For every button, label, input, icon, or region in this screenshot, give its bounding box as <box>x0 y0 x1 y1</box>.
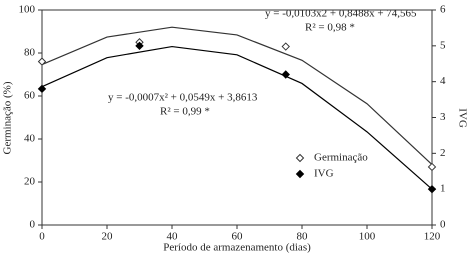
point <box>37 57 47 66</box>
x-tick-label: 120 <box>424 231 441 243</box>
y2-tick-label: 6 <box>440 4 446 16</box>
y2-tick-label: 1 <box>440 183 446 195</box>
fit-curve <box>41 45 433 190</box>
point <box>37 84 47 94</box>
y2-tick-label: 5 <box>440 39 446 51</box>
y2-tick-label: 4 <box>440 75 446 87</box>
x-tick-label: 40 <box>167 231 179 243</box>
plot-frame <box>41 9 433 226</box>
point <box>281 42 290 51</box>
x-tick-label: 80 <box>297 231 309 243</box>
x-tick-label: 0 <box>39 231 45 243</box>
annotation: y = -0,0007x² + 0,0549x + 3,8613 <box>108 92 258 104</box>
legend-label: IVG <box>314 168 334 180</box>
y-tick-label: 60 <box>24 90 36 102</box>
x-tick-label: 60 <box>232 231 244 243</box>
point <box>135 41 144 51</box>
annotation: R² = 0,99 * <box>160 106 210 118</box>
y-tick-label: 0 <box>30 219 36 231</box>
legend-marker <box>295 153 305 163</box>
y2-tick-label: 0 <box>440 219 446 231</box>
y-tick-label: 40 <box>24 133 36 145</box>
y-axis-label: Germinação (%) <box>2 81 14 154</box>
y-tick-label: 80 <box>24 47 36 59</box>
fit-curve <box>41 26 433 166</box>
annotation: y = -0,0103x2 + 0,8488x + 74,565 <box>265 8 417 20</box>
y-tick-label: 20 <box>24 176 36 188</box>
x-tick-label: 20 <box>102 231 114 243</box>
x-axis-label: Período de armazenamento (dias) <box>163 242 311 254</box>
point <box>427 184 437 194</box>
legend-marker <box>295 169 305 179</box>
annotation: R² = 0,98 * <box>305 22 355 34</box>
x-tick-label: 100 <box>359 231 376 243</box>
legend-label: Germinação <box>314 152 368 164</box>
y2-axis-label: IVG <box>456 108 468 128</box>
point <box>427 162 437 172</box>
point <box>281 70 290 79</box>
y2-tick-label: 2 <box>440 147 446 159</box>
y-tick-label: 100 <box>19 4 36 16</box>
y2-tick-label: 3 <box>440 111 446 123</box>
